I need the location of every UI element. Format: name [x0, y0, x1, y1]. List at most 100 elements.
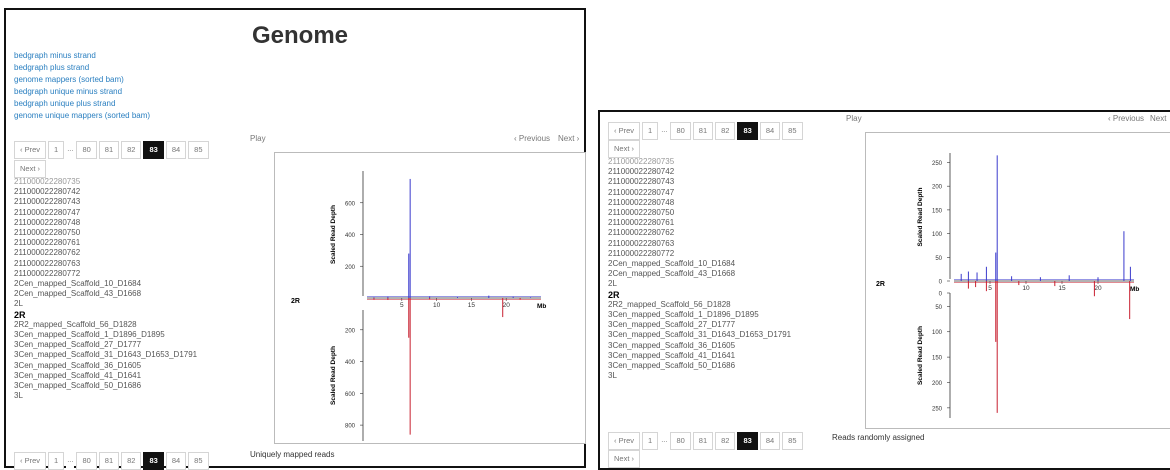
list-item-selected[interactable]: 2R: [14, 309, 26, 320]
list-item[interactable]: 3Cen_mapped_Scaffold_1_D1896_D1895: [14, 330, 165, 340]
list-item[interactable]: 211000022280735: [14, 177, 81, 186]
pager-page[interactable]: 80: [670, 122, 691, 140]
list-item[interactable]: 3Cen_mapped_Scaffold_1_D1896_D1895: [608, 310, 759, 320]
list-item[interactable]: 211000022280762: [608, 228, 675, 238]
plus-y-tick-label: 600: [345, 201, 356, 207]
list-item[interactable]: 3Cen_mapped_Scaffold_36_D1605: [608, 340, 736, 350]
list-item[interactable]: 211000022280742: [14, 187, 81, 197]
pager-page[interactable]: 81: [98, 452, 120, 470]
list-item[interactable]: 211000022280748: [608, 197, 675, 207]
list-item[interactable]: 2Cen_mapped_Scaffold_10_D1684: [14, 279, 142, 289]
pager-page[interactable]: 85: [188, 452, 209, 470]
list-item[interactable]: 211000022280763: [608, 238, 675, 248]
list-item[interactable]: 3Cen_mapped_Scaffold_41_D1641: [14, 370, 142, 380]
list-item[interactable]: 3L: [14, 391, 23, 401]
pager-page[interactable]: 80: [670, 432, 691, 450]
list-item[interactable]: 3Cen_mapped_Scaffold_27_D1777: [14, 340, 142, 350]
pager-page-1[interactable]: 1: [642, 122, 659, 140]
previous-link[interactable]: ‹ Previous: [514, 134, 551, 143]
pager-prev[interactable]: ‹ Prev: [608, 432, 641, 450]
pager-ellipsis: ...: [66, 452, 75, 468]
previous-link[interactable]: ‹ Previous: [1108, 114, 1145, 123]
list-item[interactable]: 2Cen_mapped_Scaffold_10_D1684: [608, 259, 736, 269]
link-bedgraph-minus[interactable]: bedgraph minus strand: [14, 51, 96, 60]
pager-page-1[interactable]: 1: [48, 141, 65, 159]
list-item[interactable]: 211000022280742: [608, 167, 675, 177]
pager-page[interactable]: 82: [121, 141, 142, 159]
pager-next[interactable]: Next ›: [14, 160, 47, 178]
link-bedgraph-unique-minus[interactable]: bedgraph unique minus strand: [14, 87, 123, 96]
list-item[interactable]: 211000022280735: [608, 157, 675, 166]
pager-page[interactable]: 81: [98, 141, 120, 159]
pager-page-active[interactable]: 83: [737, 122, 758, 140]
list-item[interactable]: 3Cen_mapped_Scaffold_31_D1643_D1653_D179…: [14, 350, 198, 360]
pager-page[interactable]: 80: [76, 141, 97, 159]
next-link[interactable]: Next: [1150, 114, 1167, 123]
pager-page[interactable]: 85: [782, 122, 803, 140]
pagination-bottom: ‹ Prev 1 ... 80 81 82 83 84 85: [608, 432, 803, 450]
pager-page[interactable]: 84: [759, 122, 781, 140]
pager-page[interactable]: 81: [692, 122, 714, 140]
list-item[interactable]: 211000022280772: [608, 248, 675, 258]
pager-next[interactable]: Next ›: [608, 450, 641, 468]
pager-prev[interactable]: ‹ Prev: [608, 122, 641, 140]
read-depth-chart: 0 50 100 150 200 250 0 50 100 150 200 250 5 10 15 20 Mb 2…: [865, 132, 1170, 429]
list-item[interactable]: 211000022280763: [14, 258, 81, 268]
pager-page-active[interactable]: 83: [143, 141, 164, 159]
link-genome-unique-mappers[interactable]: genome unique mappers (sorted bam): [14, 111, 151, 120]
pagination-next-row-bottom: Next ›: [608, 450, 641, 468]
list-item[interactable]: 211000022280743: [608, 177, 675, 187]
pager-page[interactable]: 85: [782, 432, 803, 450]
list-item[interactable]: 2Cen_mapped_Scaffold_43_D1668: [14, 289, 142, 299]
list-item[interactable]: 211000022280750: [608, 208, 675, 218]
link-bedgraph-unique-plus[interactable]: bedgraph unique plus strand: [14, 99, 116, 108]
list-item[interactable]: 3Cen_mapped_Scaffold_41_D1641: [608, 350, 736, 360]
pager-page-1[interactable]: 1: [48, 452, 65, 470]
pager-page-active[interactable]: 83: [737, 432, 758, 450]
list-item[interactable]: 211000022280761: [14, 238, 81, 248]
pager-prev[interactable]: ‹ Prev: [14, 141, 47, 159]
list-item[interactable]: 211000022280762: [14, 248, 81, 258]
list-item[interactable]: 2L: [14, 299, 23, 309]
pager-prev[interactable]: ‹ Prev: [14, 452, 47, 470]
list-item[interactable]: 2Cen_mapped_Scaffold_43_D1668: [608, 269, 736, 279]
pager-page[interactable]: 82: [715, 122, 736, 140]
play-button[interactable]: Play: [846, 114, 862, 123]
pager-page-1[interactable]: 1: [642, 432, 659, 450]
list-item[interactable]: 2R2_mapped_Scaffold_56_D1828: [608, 299, 731, 309]
list-item[interactable]: 211000022280750: [14, 228, 81, 238]
list-item[interactable]: 211000022280761: [608, 218, 675, 228]
x-tick-label: 10: [1022, 285, 1030, 292]
pager-page[interactable]: 82: [715, 432, 736, 450]
list-item-selected[interactable]: 2R: [608, 289, 620, 300]
link-bedgraph-plus[interactable]: bedgraph plus strand: [14, 63, 90, 72]
list-item[interactable]: 3Cen_mapped_Scaffold_27_D1777: [608, 320, 736, 330]
list-item[interactable]: 211000022280747: [14, 207, 81, 217]
pager-page[interactable]: 81: [692, 432, 714, 450]
chart-caption: Reads randomly assigned: [832, 433, 925, 442]
pager-next[interactable]: Next ›: [608, 140, 641, 158]
pager-page[interactable]: 82: [121, 452, 142, 470]
list-item[interactable]: 211000022280743: [14, 197, 81, 207]
play-button[interactable]: Play: [250, 134, 266, 143]
chromosome-list: 211000022280735 211000022280742 2110000222…: [608, 157, 791, 381]
link-genome-mappers[interactable]: genome mappers (sorted bam): [14, 75, 124, 84]
pager-page[interactable]: 80: [76, 452, 97, 470]
list-item[interactable]: 3Cen_mapped_Scaffold_50_D1686: [14, 381, 142, 391]
pager-page[interactable]: 84: [165, 452, 187, 470]
next-link[interactable]: Next ›: [558, 134, 580, 143]
list-item[interactable]: 3Cen_mapped_Scaffold_50_D1686: [608, 361, 736, 371]
pager-page[interactable]: 84: [759, 432, 781, 450]
list-item[interactable]: 2R2_mapped_Scaffold_56_D1828: [14, 319, 137, 329]
list-item[interactable]: 211000022280772: [14, 268, 81, 278]
list-item[interactable]: 3L: [608, 371, 617, 381]
list-item[interactable]: 211000022280748: [14, 217, 81, 227]
pager-page[interactable]: 84: [165, 141, 187, 159]
x-tick-label: 20: [1094, 285, 1102, 292]
list-item[interactable]: 3Cen_mapped_Scaffold_31_D1643_D1653_D179…: [608, 330, 792, 340]
pager-page-active[interactable]: 83: [143, 452, 164, 470]
list-item[interactable]: 211000022280747: [608, 187, 675, 197]
pager-page[interactable]: 85: [188, 141, 209, 159]
list-item[interactable]: 2L: [608, 279, 617, 289]
list-item[interactable]: 3Cen_mapped_Scaffold_36_D1605: [14, 360, 142, 370]
